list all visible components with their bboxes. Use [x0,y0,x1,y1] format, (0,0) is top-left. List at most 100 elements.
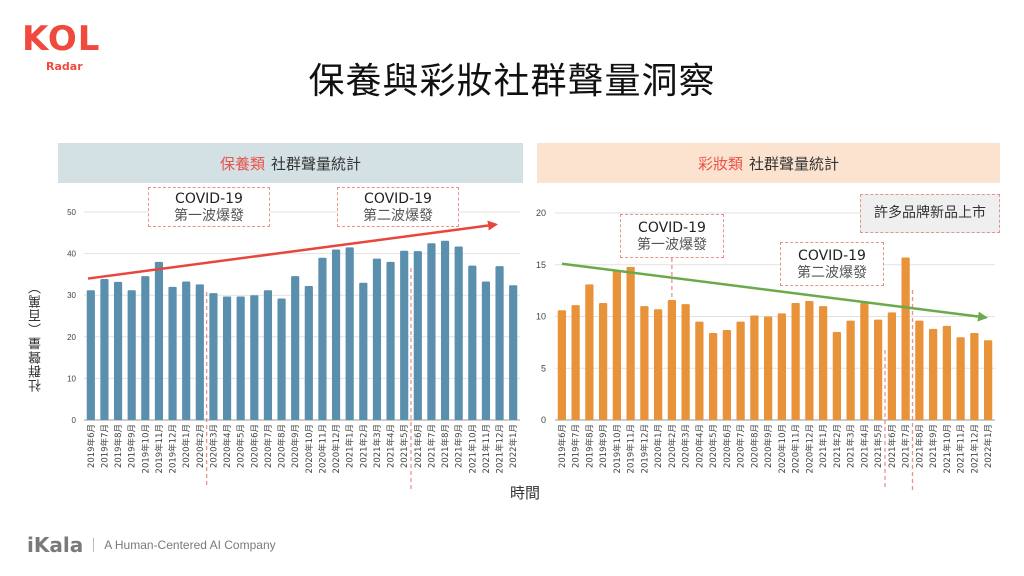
makeup-bar [709,333,718,420]
makeup-bar [874,319,883,420]
makeup-bar [571,305,580,420]
makeup-bar [750,315,759,420]
makeup-y-tick-label: 5 [541,363,546,373]
footer: iKala A Human-Centered AI Company [27,533,276,557]
makeup-x-tick-label: 2020年7月 [736,424,747,468]
kol-radar-logo: KOL Radar [22,22,106,78]
makeup-new-products-annotation: 許多品牌新品上市 [860,194,1000,233]
skincare-bar [304,286,313,420]
skincare-x-tick-label: 2021年8月 [440,424,451,468]
makeup-y-tick-label: 20 [536,208,546,218]
skincare-bar [209,293,218,420]
makeup-bar [970,333,979,420]
makeup-x-tick-label: 2019年10月 [612,424,623,473]
makeup-bar [612,270,621,420]
skincare-x-tick-label: 2021年5月 [399,424,410,468]
skincare-header-text: 社群聲量統計 [271,154,362,173]
skincare-bar [495,266,504,420]
skincare-bar [127,290,136,420]
skincare-y-tick-label: 20 [67,333,76,342]
makeup-x-tick-label: 2019年6月 [557,424,568,468]
makeup-bar [984,340,993,420]
makeup-bar [901,257,910,420]
annotation-line2: 第二波爆發 [363,208,433,224]
skincare-y-tick-label: 10 [67,374,76,383]
makeup-covid-wave2-annotation: COVID-19 第二波爆發 [780,242,884,286]
annotation-line2: 第一波爆發 [174,208,244,224]
annotation-line1: COVID-19 [175,191,243,207]
makeup-bar [585,284,594,420]
makeup-x-tick-label: 2020年10月 [777,424,788,473]
skincare-bar [113,281,123,420]
skincare-covid-wave2-annotation: COVID-19 第二波爆發 [337,187,459,227]
skincare-x-tick-label: 2020年4月 [222,424,233,468]
skincare-trend-arrow [87,220,498,280]
skincare-bar [86,290,95,420]
skincare-bar [168,286,177,420]
makeup-bar [654,309,663,420]
annotation-line2: 第一波爆發 [637,237,707,253]
skincare-bar [277,298,286,420]
skincare-x-tick-label: 2020年5月 [236,424,247,468]
makeup-bar [846,320,855,420]
annotation-line1: COVID-19 [798,248,866,264]
makeup-bar [915,320,924,420]
skincare-x-tick-label: 2020年11月 [317,424,328,473]
skincare-bar [345,247,354,420]
makeup-bar [599,303,608,420]
makeup-x-tick-label: 2021年4月 [859,424,870,468]
makeup-panel-header: 彩妝類 社群聲量統計 [537,143,1000,183]
skincare-x-tick-label: 2020年1月 [181,424,192,468]
makeup-bar [832,332,841,420]
makeup-x-tick-label: 2021年8月 [914,424,925,468]
skincare-panel-header: 保養類 社群聲量統計 [58,143,523,183]
skincare-x-tick-label: 2019年9月 [127,424,138,468]
makeup-bar [860,303,869,420]
makeup-bar [956,337,965,420]
skincare-y-tick-label: 50 [67,208,76,217]
skincare-x-tick-label: 2019年12月 [168,424,179,473]
skincare-y-tick-label: 0 [72,416,77,425]
makeup-bar [805,300,814,420]
makeup-x-tick-label: 2019年7月 [571,424,582,468]
skincare-bar [359,282,368,420]
makeup-x-tick-label: 2021年11月 [956,424,967,473]
makeup-bar [929,328,938,420]
skincare-bar [331,249,341,420]
makeup-y-tick-label: 10 [536,312,546,322]
page-title: 保養與彩妝社群聲量洞察 [308,61,716,102]
skincare-bar [250,295,259,420]
skincare-bar [468,265,477,420]
skincare-x-tick-label: 2020年6月 [249,424,260,468]
makeup-x-tick-label: 2020年1月 [653,424,664,468]
annotation-line1: 許多品牌新品上市 [874,205,986,221]
skincare-x-tick-label: 2021年12月 [495,424,506,473]
makeup-x-tick-label: 2020年6月 [722,424,733,468]
footer-divider [93,538,95,552]
makeup-bar [681,304,690,420]
skincare-bar [236,296,245,420]
makeup-x-tick-label: 2020年3月 [681,424,692,468]
skincare-bar [154,261,164,420]
makeup-bar [695,321,704,420]
skincare-x-tick-label: 2020年12月 [331,424,342,473]
footer-tagline: A Human-Centered AI Company [104,538,276,552]
makeup-trend-arrow [561,262,988,322]
makeup-x-tick-label: 2021年3月 [846,424,857,468]
makeup-x-tick-label: 2020年12月 [804,424,815,473]
makeup-header-highlight: 彩妝類 [697,154,743,173]
skincare-bar [386,261,395,420]
makeup-x-tick-label: 2019年12月 [639,424,650,473]
skincare-x-tick-label: 2020年8月 [277,424,288,468]
skincare-x-tick-label: 2021年2月 [358,424,369,468]
skincare-x-tick-label: 2021年3月 [372,424,383,468]
makeup-x-tick-label: 2021年6月 [887,424,898,468]
skincare-covid-wave1-annotation: COVID-19 第一波爆發 [148,187,270,227]
makeup-x-tick-label: 2021年5月 [873,424,884,468]
logo-sub-text: Radar [46,60,83,73]
makeup-bar [887,312,896,420]
skincare-y-tick-label: 40 [67,250,76,259]
skincare-x-tick-label: 2019年6月 [86,424,97,468]
makeup-bar [764,316,773,420]
